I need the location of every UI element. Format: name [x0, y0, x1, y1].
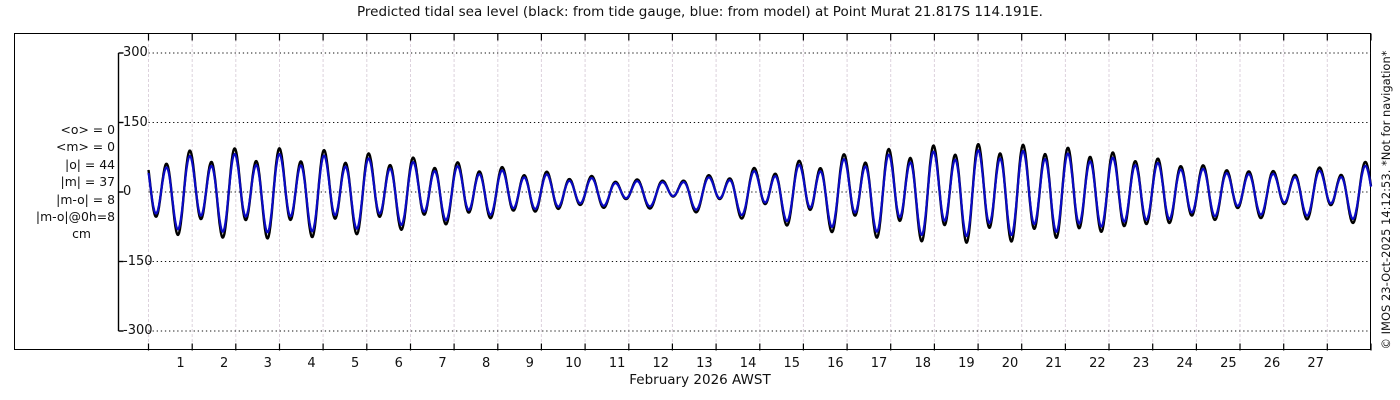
- stat-mean-model: <m> = 0: [56, 139, 115, 155]
- stat-abs-diff-0h: |m-o|@0h=8: [35, 209, 115, 225]
- y-tick-label: -150: [123, 253, 153, 269]
- x-tick-label: 14: [739, 356, 757, 371]
- x-tick-label: 24: [1176, 356, 1193, 371]
- x-tick-label: 9: [525, 356, 534, 371]
- x-tick-label: 18: [914, 356, 931, 371]
- x-tick-label: 13: [696, 356, 713, 371]
- x-tick-label: 26: [1263, 356, 1281, 371]
- y-tick-label: 150: [123, 114, 148, 130]
- x-tick-label: 27: [1307, 356, 1324, 371]
- stat-abs-model: |m| = 37: [60, 174, 115, 190]
- x-tick-label: 12: [652, 356, 670, 371]
- x-tick-label: 1: [176, 356, 185, 371]
- x-tick-label: 23: [1132, 356, 1150, 371]
- copyright-vertical-text: © IMOS 23-Oct-2025 14:12:53. *Not for na…: [1379, 50, 1393, 350]
- x-tick-label: 21: [1045, 356, 1062, 371]
- stat-abs-diff: |m-o| = 8: [56, 191, 115, 207]
- x-tick-label: 2: [220, 356, 229, 371]
- stat-mean-obs: <o> = 0: [60, 122, 116, 137]
- x-tick-label: 6: [394, 356, 403, 371]
- stat-abs-obs: |o| = 44: [65, 156, 115, 172]
- x-tick-label: 22: [1089, 356, 1106, 371]
- y-tick-label: -300: [123, 323, 153, 338]
- x-tick-label: 10: [565, 356, 582, 371]
- y-tick-label: 300: [123, 45, 148, 60]
- model-line: [147, 149, 1373, 238]
- y-tick-label: 0: [123, 184, 132, 199]
- stat-unit: cm: [72, 226, 91, 242]
- x-tick-label: 8: [481, 356, 491, 371]
- x-tick-label: 15: [783, 356, 801, 371]
- x-axis-title: February 2026 AWST: [629, 372, 771, 388]
- x-tick-label: 20: [1001, 356, 1019, 371]
- x-tick-label: 16: [827, 356, 844, 371]
- x-tick-label: 4: [307, 356, 316, 371]
- x-tick-label: 11: [608, 356, 626, 371]
- stats-annotation: <o> = 0 <m> = 0 |o| = 44 |m| = 37 |m-o| …: [12, 121, 115, 243]
- chart-title: Predicted tidal sea level (black: from t…: [357, 4, 1043, 20]
- x-tick-label: 19: [958, 356, 975, 371]
- x-tick-label: 7: [438, 356, 447, 371]
- x-tick-label: 25: [1220, 356, 1237, 371]
- x-tick-label: 5: [351, 356, 360, 371]
- x-tick-label: 17: [870, 356, 888, 371]
- x-tick-label: 3: [263, 356, 272, 371]
